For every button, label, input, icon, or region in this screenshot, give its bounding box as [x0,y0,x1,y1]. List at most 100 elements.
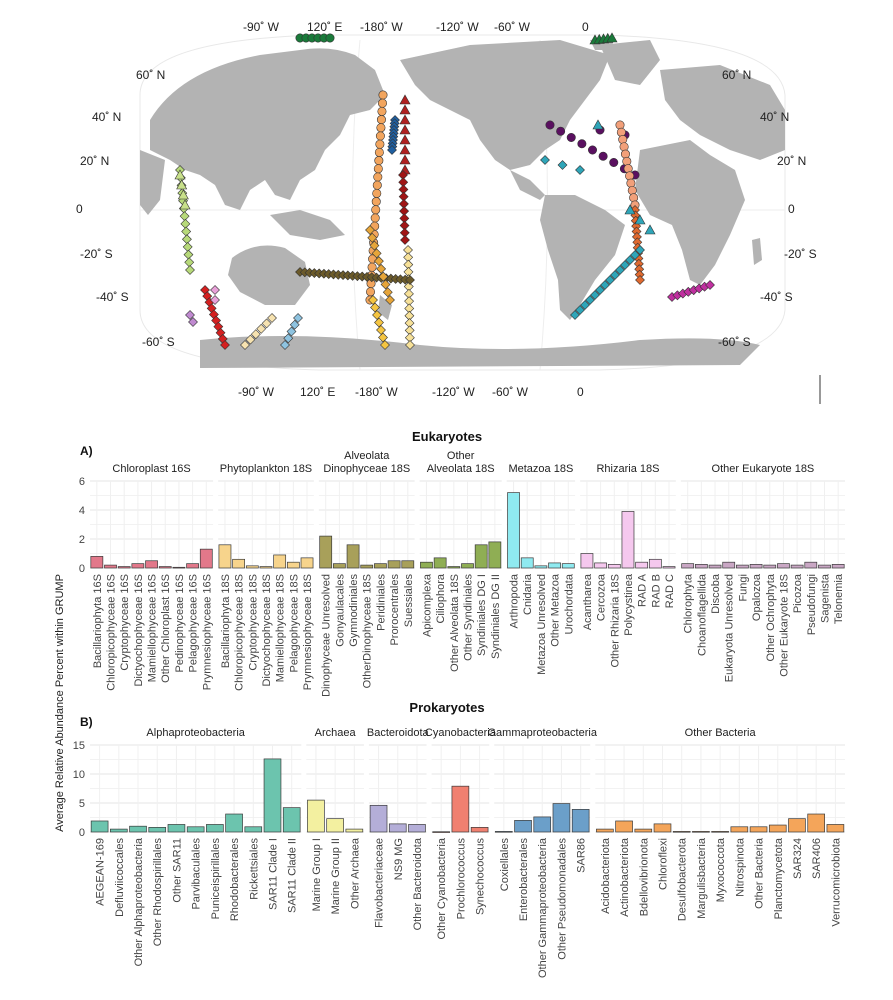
land-north-america [400,40,610,170]
station-marker [220,340,230,350]
facet-label: Gammaproteobacteria [488,727,598,739]
panel-b-label: B) [80,715,93,729]
station-marker [399,114,411,125]
x-tick-label: Other Alphaproteobacteria [133,837,145,966]
bar-puniceispirillales [206,824,224,833]
x-tick-label: SAR324 [792,838,804,879]
bar-nitrospinota [730,826,749,833]
bar-margulisbacteria [692,831,710,833]
bar-peridiniales [374,563,387,569]
x-tick-label: Other Rhodospirillales [152,838,164,947]
station-marker [580,300,590,310]
x-tick-label: NS9 MG [393,838,405,880]
bar-other-sar11 [167,824,186,833]
x-tick-label: Chlorophyta [683,573,695,633]
facet-label: Archaea [315,727,357,739]
left-label-0: 60˚ N [136,68,165,82]
x-tick-label: Choanoflagellida [696,573,708,656]
x-tick-label: Metazoa Unresolved [536,574,548,675]
station-marker [625,255,635,265]
x-tick-label: Prymnesiophyceae 18S [302,574,314,690]
station-marker [540,155,550,165]
bar-ns9-mg [388,823,407,833]
station-marker [380,340,390,350]
facet-label: Phytoplankton 18S [220,463,312,475]
bar-eukaryota-unresolved [722,561,736,569]
x-tick-label: Arthropoda [509,573,521,628]
x-tick-label: Syndiniales DG I [476,574,488,656]
x-tick-label: Other Archaea [349,837,361,909]
y-tick-1-2: 10 [73,769,85,781]
station-marker [374,147,384,157]
station-marker [382,287,393,298]
station-marker [376,123,386,133]
x-tick-label: Actinobacteriota [619,837,631,917]
bar-cryptophyceae-18s [245,565,259,569]
station-marker [293,313,303,323]
bar-otherdinophyceae-18s [360,564,374,569]
top-label-2: -180˚ W [360,20,403,34]
station-marker [629,193,639,203]
station-marker [399,154,411,165]
station-marker [377,106,387,116]
left-label-3: 0 [76,202,83,216]
facet-label: Alveolata 18S [427,463,495,475]
station-marker [267,313,277,323]
y-tick-1-3: 15 [73,740,85,752]
x-tick-label: Ciliophora [435,573,447,623]
x-tick-label: Margulisbacteria [696,837,708,919]
bar-bacillariophyta-16s [90,556,104,569]
y-tick-1-1: 5 [79,798,85,810]
x-tick-label: Other Bacteroidota [412,837,424,930]
x-tick-label: Pedinophyceae 16S [174,574,186,672]
x-tick-label: Urochordata [563,573,575,634]
station-marker [376,325,386,335]
station-marker [635,245,645,255]
map-coordinate-labels: -90˚ W 120˚ E -180˚ W -120˚ W -60˚ W 0 -… [76,20,817,399]
x-tick-label: Discoba [710,573,722,614]
bar-desulfobacterota [672,831,691,833]
bar-rickettsiales [244,826,263,833]
x-tick-label: Peridiniales [375,574,387,631]
x-tick-label: Marine Group I [311,838,323,911]
top-label-0: -90˚ W [243,20,280,34]
bar-apicomplexa [420,561,433,569]
bar-choanoflagellida [694,564,708,569]
station-marker [376,263,387,274]
x-tick-label: Cnidaria [522,573,534,615]
x-tick-label: Suessiales [403,574,415,628]
bar-other-pseudomonadales [552,803,571,833]
bar-rad-c [662,566,676,569]
x-tick-label: Verrucomicrobiota [830,837,842,927]
bar-gonyaulacales [333,563,346,569]
facet-0-5: Rhizaria 18S Acantharea Cercozoa Other Rhiz… [580,463,676,668]
right-label-5: -40˚ S [760,290,793,304]
bar-sagenista [818,564,831,569]
land-madagascar [752,238,762,265]
bar-marine-group-ii [326,818,344,833]
prokaryotes-title: Prokaryotes [409,700,484,715]
land-australia [228,245,310,305]
x-tick-label: Enterobacterales [518,838,530,922]
station-marker [375,131,385,141]
top-label-5: 0 [582,20,589,34]
bar-acantharea [580,553,594,569]
facet-0-1: Phytoplankton 18S Bacillariophyta 18S Chlo… [218,463,314,691]
station-marker [380,279,391,290]
x-tick-label: Mamiellophyceae 18S [275,574,287,682]
x-tick-label: Pseudofungi [806,574,818,635]
bar-other-alphaproteobacteria [129,825,147,833]
x-tick-label: Gymnodiniales [348,574,360,647]
station-marker [399,124,411,135]
bar-syndiniales-dg-ii [488,541,502,569]
x-tick-label: Cryptophyceae 16S [119,574,131,671]
x-tick-label: Other Syndiniales [463,574,475,661]
station-marker [378,271,389,282]
x-tick-label: Synechococcus [475,838,487,916]
land-africa [635,140,745,285]
bottom-label-5: 0 [577,385,584,399]
facet-label: Other [447,450,475,462]
land-masses [140,38,785,368]
land-asia [150,48,385,211]
